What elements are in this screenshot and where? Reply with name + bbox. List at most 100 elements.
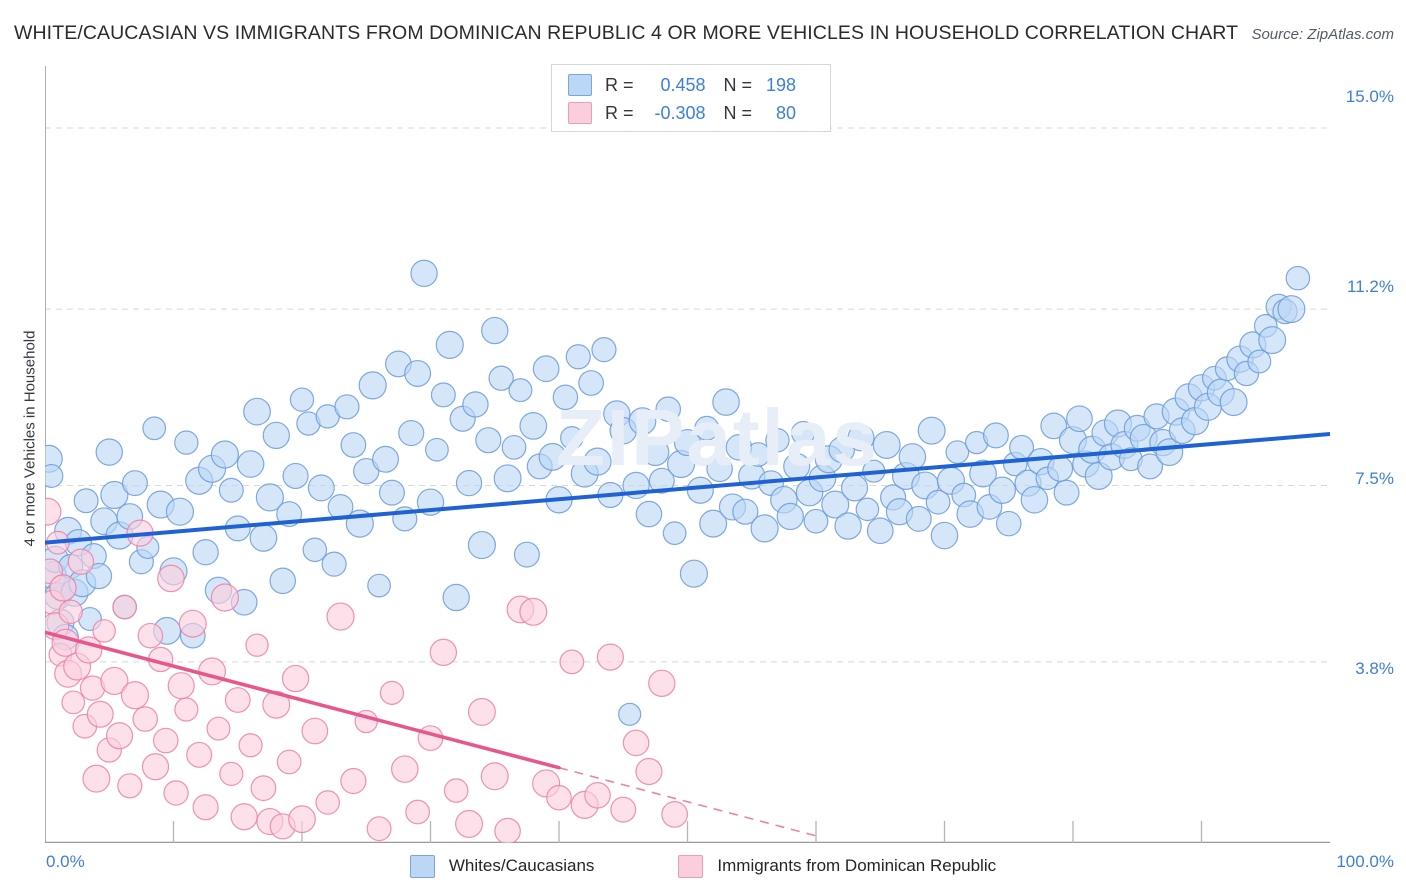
n-label: N = xyxy=(723,74,753,95)
data-point xyxy=(622,729,650,757)
y-axis-tick-label: 3.8% xyxy=(1355,659,1394,678)
data-point xyxy=(250,775,277,802)
data-point xyxy=(945,440,970,465)
data-point xyxy=(192,539,219,566)
series-points-whites xyxy=(45,259,1311,726)
data-point xyxy=(120,681,150,710)
data-point xyxy=(513,541,540,568)
r-value: -0.308 xyxy=(654,102,706,123)
data-point xyxy=(930,521,959,550)
data-point xyxy=(591,337,617,363)
data-point xyxy=(462,391,489,418)
plot-area xyxy=(45,66,1330,843)
data-point xyxy=(45,463,64,488)
data-point xyxy=(340,432,367,458)
data-point xyxy=(493,464,522,493)
y-axis-title: 4 or more Vehicles in Household xyxy=(21,330,39,547)
data-point xyxy=(321,551,347,577)
legend-swatch-blue-icon xyxy=(409,854,435,878)
data-point xyxy=(1020,485,1049,514)
y-axis-tick-label: 11.2% xyxy=(1347,277,1394,296)
data-point xyxy=(192,794,219,821)
data-point xyxy=(776,502,805,531)
data-point xyxy=(1040,412,1068,440)
data-point xyxy=(803,508,829,534)
data-point xyxy=(269,567,297,595)
data-point xyxy=(67,548,95,575)
data-point xyxy=(442,583,470,612)
data-point xyxy=(132,706,159,732)
data-point xyxy=(49,574,77,602)
data-point xyxy=(455,469,483,497)
data-point xyxy=(872,430,901,459)
data-point xyxy=(425,437,449,462)
data-point xyxy=(1285,265,1311,291)
data-point xyxy=(165,497,195,526)
data-point xyxy=(379,680,405,705)
data-point xyxy=(475,427,502,454)
data-point xyxy=(245,633,269,657)
data-point xyxy=(988,476,1017,504)
data-point xyxy=(1277,295,1306,324)
data-point xyxy=(1053,479,1080,506)
data-point xyxy=(255,483,284,512)
data-point xyxy=(92,619,116,643)
data-point xyxy=(430,382,456,408)
data-point xyxy=(661,800,689,828)
legend-label: Immigrants from Dominican Republic xyxy=(717,856,997,875)
data-point xyxy=(1247,349,1272,374)
data-point xyxy=(157,564,185,593)
data-point xyxy=(141,753,170,781)
data-point xyxy=(163,780,189,806)
data-point xyxy=(559,649,585,675)
data-point xyxy=(340,767,367,795)
data-point xyxy=(435,330,464,359)
data-point xyxy=(662,521,687,546)
data-point xyxy=(699,509,728,538)
r-label: R = xyxy=(605,74,634,95)
data-point xyxy=(137,622,164,649)
x-axis-min-label: 0.0% xyxy=(46,852,85,871)
data-point xyxy=(282,462,309,490)
data-point xyxy=(694,415,720,441)
data-point xyxy=(583,447,612,476)
data-point xyxy=(276,749,302,775)
data-point xyxy=(578,370,605,396)
data-point xyxy=(289,387,315,412)
legend-swatch-pink xyxy=(568,102,592,124)
data-point xyxy=(121,470,148,497)
trend-line-whites xyxy=(45,432,1330,545)
data-point xyxy=(404,359,432,387)
data-point xyxy=(917,416,946,445)
legend-item-whites[interactable]: Whites/Caucasians xyxy=(409,854,594,878)
data-point xyxy=(905,505,932,532)
data-point xyxy=(686,476,714,504)
y-axis-tick-label: 7.5% xyxy=(1355,469,1394,488)
data-point xyxy=(51,628,80,657)
data-point xyxy=(366,816,392,842)
data-point xyxy=(596,643,625,671)
data-point xyxy=(230,803,258,831)
data-point xyxy=(249,524,278,552)
data-point xyxy=(307,474,335,502)
data-point xyxy=(85,562,113,590)
data-point xyxy=(210,583,239,612)
legend-item-immigrants[interactable]: Immigrants from Dominican Republic xyxy=(678,854,997,878)
data-point xyxy=(417,725,444,752)
correlation-stats-legend: R = 0.458 N = 198 R = -0.308 N = 80 xyxy=(551,64,831,132)
data-point xyxy=(206,716,231,741)
x-axis-max-label: 100.0% xyxy=(1336,852,1394,871)
data-point xyxy=(334,394,360,420)
r-label: R = xyxy=(605,102,634,123)
data-point xyxy=(390,755,419,783)
data-point xyxy=(732,498,759,525)
data-point xyxy=(262,421,290,450)
data-point xyxy=(679,559,709,588)
data-point xyxy=(455,809,484,838)
data-point xyxy=(398,419,425,447)
data-point xyxy=(546,784,572,811)
data-point xyxy=(142,416,167,441)
data-point xyxy=(112,594,137,620)
data-point xyxy=(95,438,123,466)
